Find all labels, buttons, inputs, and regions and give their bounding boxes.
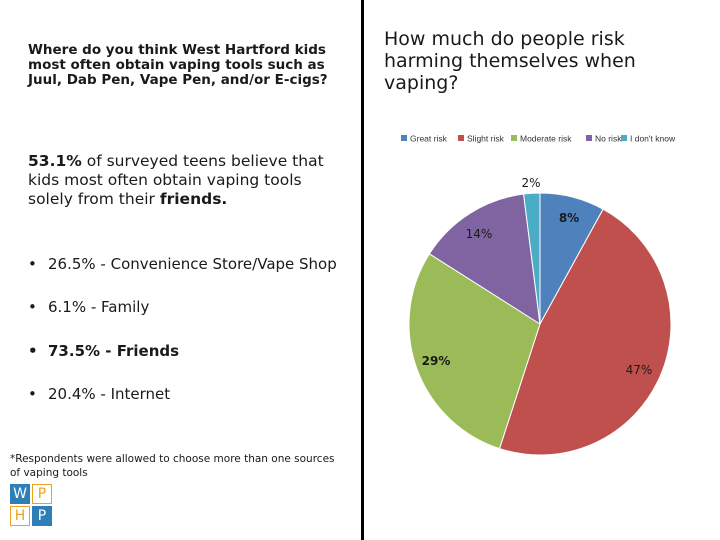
pie-slice [408, 253, 541, 450]
logo-letter: W [10, 484, 30, 504]
slice-data-label: 14% [466, 227, 493, 241]
pie-chart: Great risk Slight risk Moderate risk No ris… [401, 134, 676, 456]
legend-entry: No risk [586, 134, 622, 144]
legend-swatch [586, 135, 592, 141]
legend-label: Moderate risk [520, 134, 572, 144]
logo-letter: H [10, 506, 30, 526]
pie-slice [498, 208, 672, 456]
legend-swatch [458, 135, 464, 141]
source-list-item: • 20.4% - Internet [28, 385, 170, 403]
legend-entry: Moderate risk [511, 134, 572, 144]
highlight-friends: friends. [159, 190, 228, 208]
slice-data-label: 8% [559, 211, 579, 225]
chart-title: How much do people risk harming themselv… [384, 28, 636, 94]
logo-letter: P [32, 506, 52, 526]
bullet-dot: • [28, 255, 37, 273]
source-list-item-text: 26.5% - Convenience Store/Vape Shop [48, 255, 337, 273]
pie-slice [523, 192, 541, 325]
bullet-dot: • [28, 342, 38, 360]
highlight-statement: 53.1% of surveyed teens believe that kid… [28, 152, 348, 209]
legend-label: Great risk [410, 134, 448, 144]
slice-data-label: 2% [521, 176, 540, 190]
highlight-body: of surveyed teens believe that kids most… [28, 152, 324, 208]
footnote: *Respondents were allowed to choose more… [10, 453, 335, 479]
source-list-item: • 6.1% - Family [28, 298, 149, 316]
slice-data-label: 47% [626, 363, 653, 377]
bullet-dot: • [28, 385, 37, 403]
source-list-item: • 73.5% - Friends [28, 342, 179, 360]
legend-swatch [511, 135, 517, 141]
legend-label: I don't know [630, 134, 676, 144]
legend-swatch [621, 135, 627, 141]
source-list-item-text: 6.1% - Family [48, 298, 150, 316]
slice-data-label: 29% [422, 354, 451, 368]
highlight-percent: 53.1% [28, 152, 82, 170]
logo-letter: P [32, 484, 52, 504]
source-list-item-text: 20.4% - Internet [48, 385, 171, 403]
legend-entry: I don't know [621, 134, 676, 144]
legend-swatch [401, 135, 407, 141]
question-text: Where do you think West Hartford kids mo… [28, 42, 328, 88]
source-list-item-text: 73.5% - Friends [48, 342, 180, 360]
source-list-item: • 26.5% - Convenience Store/Vape Shop [28, 255, 337, 273]
legend-entry: Great risk [401, 134, 448, 144]
pie-slice [428, 193, 541, 325]
legend-label: No risk [595, 134, 622, 144]
legend-label: Slight risk [467, 134, 505, 144]
vertical-divider [361, 0, 364, 540]
legend-entry: Slight risk [458, 134, 505, 144]
bullet-dot: • [28, 298, 37, 316]
